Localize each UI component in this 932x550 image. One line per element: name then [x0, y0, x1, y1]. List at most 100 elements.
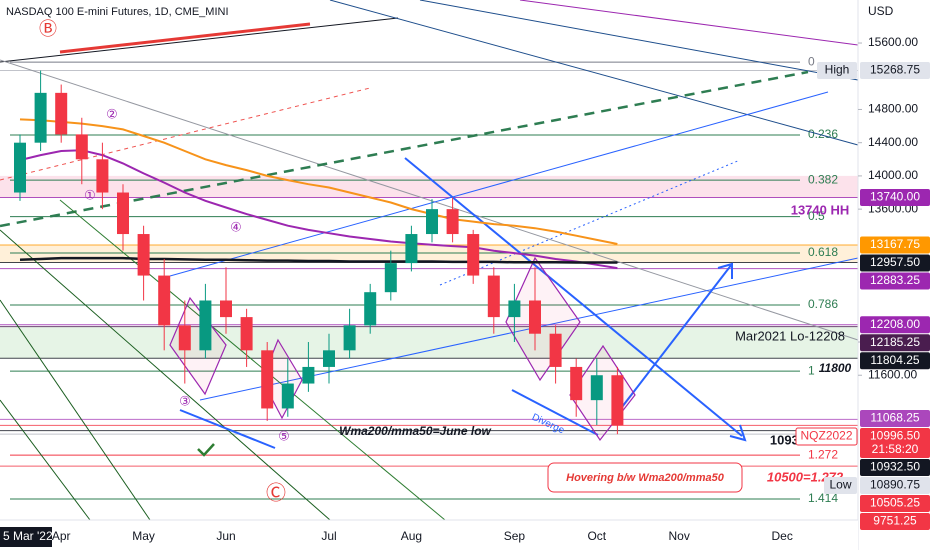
- fib-label: 0.5: [808, 209, 825, 223]
- price-label: 12208.00: [870, 317, 920, 331]
- price-label: 11804.25: [870, 353, 919, 367]
- x-tick-label: Sep: [504, 529, 526, 543]
- trend-line: [0, 70, 809, 228]
- price-label: 12185.25: [870, 335, 920, 349]
- price-label-box: [860, 334, 930, 352]
- candle-body: [117, 192, 129, 235]
- price-label: 10932.50: [870, 460, 920, 474]
- trend-line: [59, 199, 446, 521]
- price-label: 10890.75: [870, 478, 920, 492]
- note-box: [547, 462, 743, 493]
- price-label: 11068.25: [870, 411, 919, 425]
- price-label-box: [860, 272, 930, 290]
- trend-line: [329, 0, 859, 146]
- x-tick-label: Apr: [52, 529, 71, 543]
- zone: [0, 326, 858, 359]
- price-label-box: [860, 316, 930, 334]
- price-label-timer: 21:58:20: [872, 442, 919, 456]
- candle-body: [405, 234, 418, 264]
- x-tick-label: Dec: [772, 529, 793, 543]
- crosshair-date-box: [0, 527, 52, 547]
- wave-label: ②: [106, 108, 118, 123]
- moving-average: [19, 256, 618, 264]
- annotation: Mar2021 Lo-12208: [735, 328, 845, 343]
- candle-body: [281, 383, 294, 409]
- price-tag-box: [795, 427, 858, 446]
- candle-body: [220, 300, 232, 318]
- trend-line: [59, 22, 311, 54]
- zones: [0, 175, 858, 359]
- fib-label: 0.786: [808, 297, 838, 311]
- arrow-head: [717, 262, 733, 279]
- price-label-box: [860, 410, 930, 427]
- annotation: Wma200/mma50=June low: [339, 424, 491, 438]
- trend-line: [179, 409, 276, 449]
- price-label: 10505.25: [870, 496, 920, 510]
- price-label-box: [860, 513, 930, 530]
- annotations: 13740 HH Mar2021 Lo-12208 11800 Wma200/m…: [39, 19, 852, 505]
- candle-body: [549, 333, 562, 367]
- wave-label: Ⓑ: [39, 19, 57, 40]
- trend-line: [511, 389, 599, 436]
- trend-line: [0, 17, 399, 63]
- chart-title: NASDAQ 100 E-mini Futures, 1D, CME_MINI: [6, 6, 229, 18]
- price-label: 9751.25: [873, 514, 917, 528]
- arrow: [404, 157, 743, 437]
- x-tick-label: Jun: [216, 529, 235, 543]
- fib-levels: 0 0.236 0.382 0.5 0.618 0.786 1 1.272 1.414: [10, 54, 838, 505]
- candle-body: [529, 300, 541, 334]
- price-label-box: [860, 254, 930, 272]
- price-label-box: [860, 236, 930, 254]
- candle-body: [384, 263, 397, 293]
- wave-label: Ⓒ: [266, 481, 286, 505]
- wave-label: ④: [230, 221, 242, 236]
- x-tick-label: May: [132, 529, 155, 543]
- price-tag: High: [825, 63, 850, 77]
- candle-body: [199, 300, 212, 351]
- price-label: 15268.75: [870, 63, 920, 77]
- candle-body: [261, 350, 274, 409]
- fib-label: 0.618: [808, 245, 838, 259]
- price-label: 10996.50: [870, 429, 920, 443]
- trend-line: [439, 159, 741, 286]
- price-label-box: [860, 62, 930, 80]
- candle-body: [75, 134, 88, 160]
- price-tag-box: [824, 477, 857, 494]
- diamond: [169, 296, 227, 396]
- y-tick-label: 14000.00: [868, 168, 918, 182]
- wave-label: ①: [84, 189, 96, 204]
- diamond: [505, 256, 581, 382]
- y-tick-label: 14400.00: [868, 135, 918, 149]
- price-label-box: [860, 189, 930, 207]
- fib-label: 1.272: [808, 447, 838, 461]
- annotation: Hovering b/w Wma200/mma50: [566, 472, 725, 484]
- price-tag-box: [817, 62, 857, 80]
- y-tick-label: 11600.00: [868, 367, 917, 381]
- trend-line: [0, 299, 151, 521]
- fib-label: 0.382: [808, 172, 838, 186]
- fib-label: 0.236: [808, 127, 838, 141]
- candle-body: [96, 159, 109, 193]
- zone: [0, 175, 858, 198]
- price-tag: Low: [829, 478, 851, 492]
- candle-body: [343, 325, 356, 351]
- fib-label: 0: [808, 54, 815, 68]
- candle-body: [508, 300, 521, 318]
- price-label-box: [860, 459, 930, 476]
- candle-body: [570, 366, 583, 401]
- price-label: 13167.75: [870, 237, 920, 251]
- x-tick-label: 5 Mar '22: [3, 529, 53, 543]
- zone: [0, 245, 858, 263]
- candles: [14, 70, 624, 435]
- candle-body: [55, 92, 68, 135]
- price-label-box: [860, 352, 930, 370]
- arrow: [611, 263, 733, 421]
- x-tick-label: Nov: [669, 529, 690, 543]
- axis-labels: 5 Mar '22 Apr May Jun Jul Aug Sep Oct Nov Dec 1560…: [0, 35, 930, 547]
- time-axis: [0, 520, 858, 550]
- price-label: 13740.00: [870, 190, 920, 204]
- check-mark: [197, 443, 215, 457]
- candle-body: [426, 209, 438, 235]
- candle-body: [14, 142, 26, 193]
